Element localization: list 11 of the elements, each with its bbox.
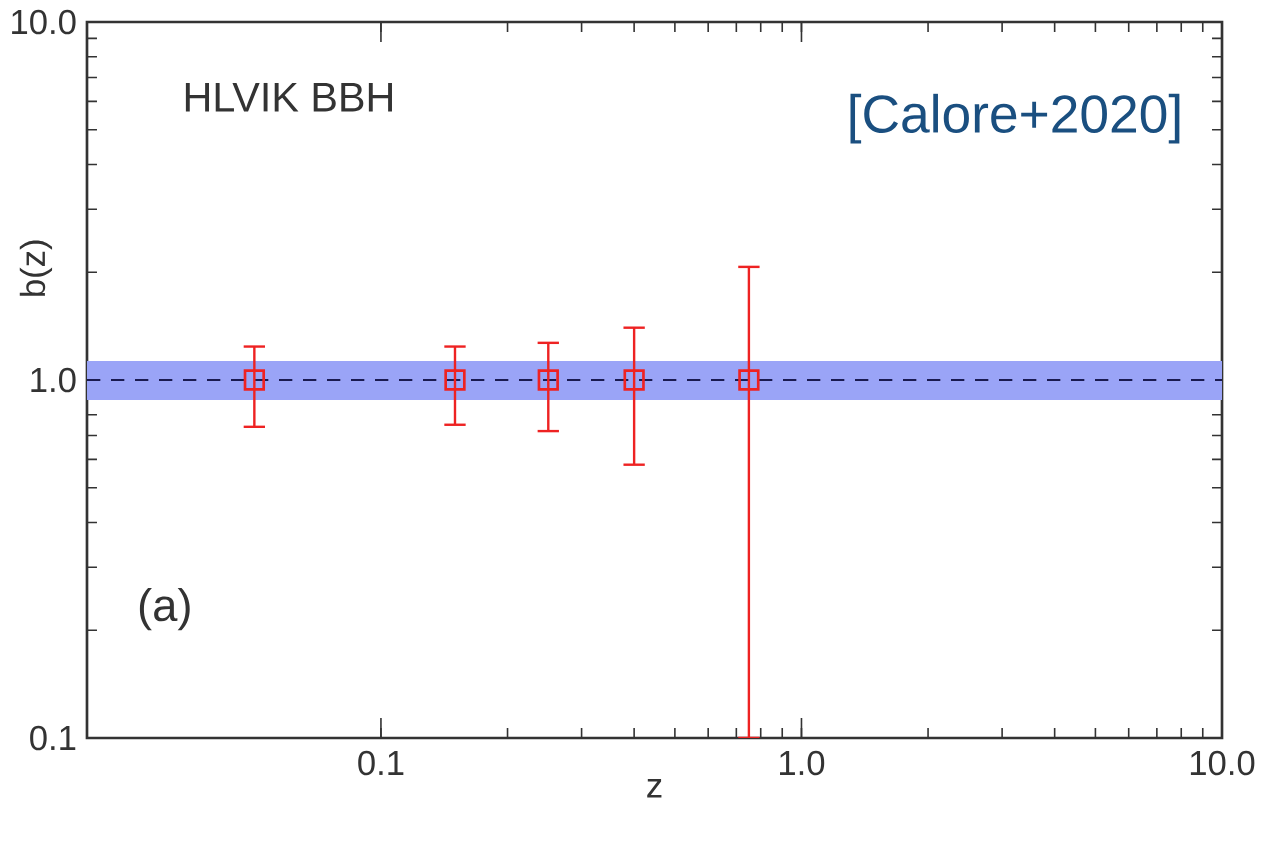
annotation: [Calore+2020] <box>850 93 1180 144</box>
x-axis-title: z <box>647 779 662 798</box>
annotation: HLVIK BBH <box>185 82 392 112</box>
x-tick-label: 1.0 <box>780 750 825 776</box>
y-tick-label: 0.1 <box>30 725 76 751</box>
x-tick-label: 10.0 <box>1190 750 1255 776</box>
x-tick-label: 0.1 <box>358 750 404 776</box>
annotation: (a) <box>139 588 190 631</box>
y-axis-title: b(z) <box>19 240 53 296</box>
y-tick-label: 1.0 <box>31 367 76 393</box>
y-tick-label: 10.0 <box>12 9 76 35</box>
